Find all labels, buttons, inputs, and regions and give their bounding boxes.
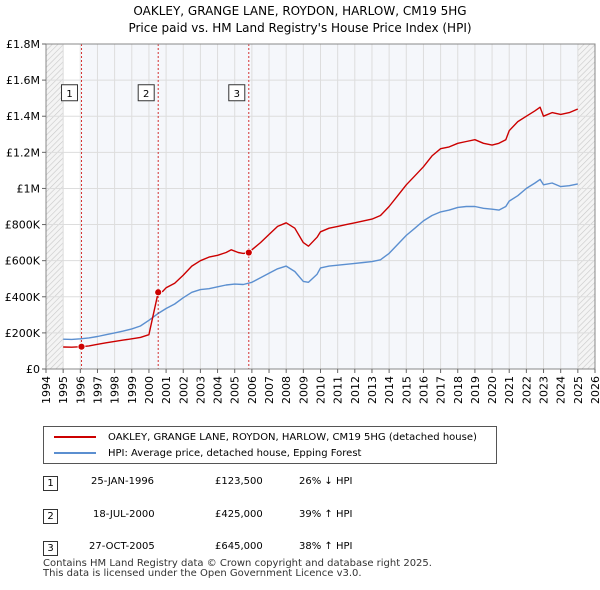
sale-hpi-diff: 26% ↓ HPI	[299, 476, 353, 487]
footer-copyright: Contains HM Land Registry data © Crown c…	[43, 558, 432, 569]
x-tick-label: 1999	[126, 376, 139, 404]
legend-swatch-property	[54, 436, 96, 438]
sale-label: 2	[143, 89, 149, 100]
y-tick-label: £1.6M	[6, 74, 40, 87]
x-tick-label: 2025	[572, 376, 585, 404]
sale-label: 1	[66, 89, 72, 100]
sale-date: 27-OCT-2005	[89, 541, 155, 552]
x-tick-label: 2013	[366, 376, 379, 404]
price-chart: 1 2 3 £0 £200K £400K £600K £800K £1M £1.2M £1.4M £…	[5, 38, 600, 404]
x-tick-label: 2026	[589, 376, 600, 404]
x-tick-label: 2022	[520, 376, 533, 404]
x-tick-label: 2005	[229, 376, 242, 404]
sale-label-box	[61, 84, 79, 102]
x-tick-label: 2010	[315, 376, 328, 404]
chart-title-line2: Price paid vs. HM Land Registry's House …	[128, 21, 472, 35]
sale-label-box	[228, 84, 246, 102]
sale-point	[154, 288, 163, 297]
x-tick-label: 2019	[469, 376, 482, 404]
y-tick-label: £1.8M	[6, 38, 40, 51]
x-tick-label: 1995	[57, 376, 70, 404]
hatched-region	[46, 44, 64, 369]
legend-item-property: OAKLEY, GRANGE LANE, ROYDON, HARLOW, CM1…	[54, 429, 477, 445]
x-tick-label: 2008	[280, 376, 293, 404]
x-tick-label: 1994	[40, 376, 53, 404]
x-tick-label: 2002	[177, 376, 190, 404]
ownership-shade	[81, 44, 578, 369]
sale-label: 3	[234, 89, 240, 100]
sale-price: £425,000	[215, 509, 263, 520]
y-tick-label: £800K	[5, 219, 41, 232]
sale-label-box	[137, 84, 155, 102]
x-tick-label: 1998	[109, 376, 122, 404]
x-tick-label: 2009	[297, 376, 310, 404]
x-tick-label: 2020	[486, 376, 499, 404]
x-tick-label: 2000	[143, 376, 156, 404]
x-tick-label: 2003	[194, 376, 207, 404]
footer: Contains HM Land Registry data © Crown c…	[43, 559, 432, 579]
sale-price: £645,000	[215, 541, 263, 552]
legend-label-property: OAKLEY, GRANGE LANE, ROYDON, HARLOW, CM1…	[108, 431, 477, 443]
x-tick-label: 2016	[417, 376, 430, 404]
y-tick-label: £400K	[5, 291, 41, 304]
x-tick-label: 2004	[212, 376, 225, 404]
footer-licence: This data is licensed under the Open Gov…	[43, 568, 362, 579]
legend-label-hpi: HPI: Average price, detached house, Eppi…	[108, 447, 362, 459]
x-tick-label: 2012	[349, 376, 362, 404]
y-tick-label: £1.2M	[6, 146, 40, 159]
sale-point	[77, 342, 86, 351]
sale-number-badge: 1	[43, 476, 58, 491]
legend-item-hpi: HPI: Average price, detached house, Eppi…	[54, 445, 361, 461]
sale-date: 25-JAN-1996	[91, 476, 155, 487]
x-tick-label: 2015	[400, 376, 413, 404]
hatched-region	[577, 44, 595, 369]
sale-row: 2 18-JUL-2000 £425,000 39% ↑ HPI	[43, 507, 543, 525]
x-tick-label: 2006	[246, 376, 259, 404]
x-tick-label: 1997	[91, 376, 104, 404]
y-tick-label: £600K	[5, 255, 41, 268]
x-tick-label: 2017	[435, 376, 448, 404]
sale-hpi-diff: 39% ↑ HPI	[299, 509, 353, 520]
sale-row: 3 27-OCT-2005 £645,000 38% ↑ HPI	[43, 539, 543, 557]
x-tick-label: 2011	[332, 376, 345, 404]
sale-date: 18-JUL-2000	[93, 509, 155, 520]
y-tick-label: £1M	[17, 182, 41, 195]
legend-swatch-hpi	[54, 452, 96, 454]
y-tick-label: £1.4M	[6, 110, 40, 123]
sale-point	[244, 248, 253, 257]
chart-title-line1: OAKLEY, GRANGE LANE, ROYDON, HARLOW, CM1…	[133, 4, 467, 18]
sale-price: £123,500	[215, 476, 263, 487]
x-tick-label: 1996	[74, 376, 87, 404]
y-tick-label: £0	[26, 363, 40, 376]
chart-title: OAKLEY, GRANGE LANE, ROYDON, HARLOW, CM1…	[0, 3, 600, 37]
x-tick-label: 2021	[503, 376, 516, 404]
x-tick-label: 2024	[555, 376, 568, 404]
sale-hpi-diff: 38% ↑ HPI	[299, 541, 353, 552]
x-tick-label: 2001	[160, 376, 173, 404]
x-tick-label: 2018	[452, 376, 465, 404]
x-tick-label: 2023	[538, 376, 551, 404]
legend: OAKLEY, GRANGE LANE, ROYDON, HARLOW, CM1…	[43, 426, 497, 464]
x-tick-label: 2014	[383, 376, 396, 404]
sale-number-badge: 2	[43, 509, 58, 524]
x-tick-label: 2007	[263, 376, 276, 404]
sale-number-badge: 3	[43, 541, 58, 556]
y-tick-label: £200K	[5, 327, 41, 340]
sale-row: 1 25-JAN-1996 £123,500 26% ↓ HPI	[43, 474, 543, 492]
